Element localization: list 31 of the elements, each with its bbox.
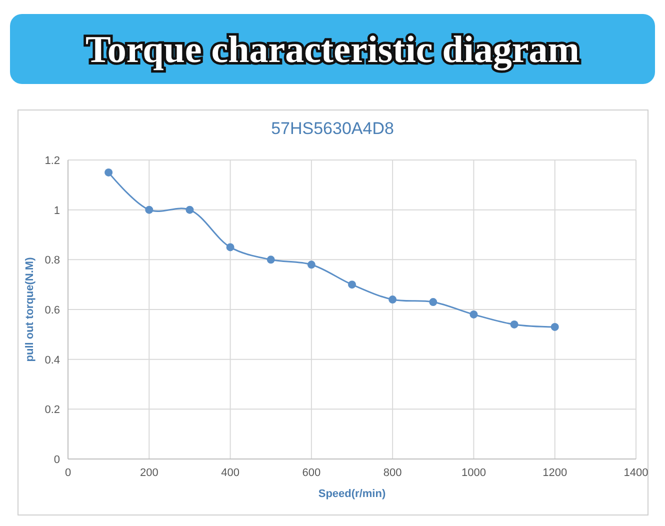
chart-subtitle: 57HS5630A4D8 xyxy=(271,119,394,138)
x-tick-label: 600 xyxy=(302,467,321,479)
y-tick-label: 0 xyxy=(54,454,60,466)
y-tick-label: 0.4 xyxy=(44,354,60,366)
y-tick-label: 1.2 xyxy=(44,155,60,167)
point xyxy=(429,298,438,306)
point xyxy=(510,320,518,328)
point xyxy=(550,322,559,331)
x-tick-label: 400 xyxy=(221,467,240,479)
x-tick-label: 200 xyxy=(140,467,158,479)
x-tick-label: 0 xyxy=(64,467,72,479)
point xyxy=(470,310,478,318)
point xyxy=(307,260,316,269)
y-tick-label: 0.2 xyxy=(44,404,60,416)
point xyxy=(226,243,234,252)
chart-title: Torque characteristic diagram xyxy=(86,29,580,71)
y-tick-label: 1 xyxy=(54,204,60,217)
y-tick-label: 0.8 xyxy=(44,254,60,267)
x-tick-label: 1000 xyxy=(461,467,486,479)
x-tick-label: 1200 xyxy=(542,467,568,479)
point xyxy=(186,206,194,214)
x-tick-label: 1400 xyxy=(624,467,648,479)
point xyxy=(266,256,275,264)
point xyxy=(104,168,113,176)
x-axis-title: Speed(r/min) xyxy=(318,488,386,500)
y-axis-title: pull out torque(N.M) xyxy=(24,256,36,362)
y-tick-label: 0.6 xyxy=(44,304,60,316)
point xyxy=(348,280,356,289)
point xyxy=(145,206,154,214)
point xyxy=(388,296,397,304)
x-tick-label: 800 xyxy=(383,467,402,479)
